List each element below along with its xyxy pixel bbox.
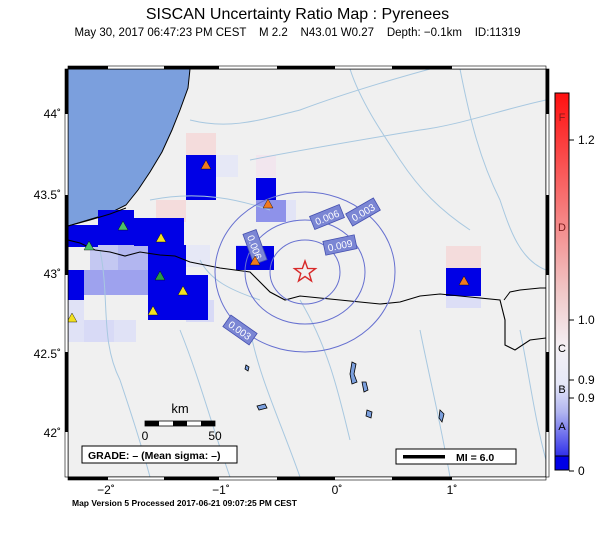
uncertainty-contours [214, 191, 396, 353]
lat-tick-label: 43˚ [44, 267, 61, 281]
mi-label: MI = 6.0 [456, 452, 494, 464]
station-marker [177, 285, 189, 296]
map-title: SISCAN Uncertainty Ratio Map : Pyrenees [145, 6, 450, 23]
contour-labels: 0.003 0.006 0.009 0.006 0.003 [222, 197, 381, 346]
lat-tick-label: 43.5˚ [34, 188, 61, 202]
mi-box: MI = 6.0 [395, 448, 517, 465]
colorbar-value: 1.2 [578, 133, 595, 147]
lat-tick-label: 42˚ [44, 426, 61, 440]
event-info: May 30, 2017 06:47:23 PM CEST M 2.2 N43.… [74, 27, 521, 39]
mediterranean-coast [503, 287, 546, 301]
station-marker [154, 270, 166, 281]
grade-label: GRADE: – (Mean sigma: –) [88, 450, 220, 462]
station-marker [458, 275, 470, 286]
station-marker [83, 240, 95, 251]
station-marker [262, 198, 274, 209]
station-marker [249, 255, 261, 266]
lon-tick-label: −2˚ [97, 483, 115, 497]
colorbar-value: 0 [578, 464, 585, 478]
lon-tick-label: 1˚ [447, 483, 458, 497]
longitude-labels: −2˚ −1˚ 0˚ 1˚ [97, 483, 457, 497]
map-version-footer: Map Version 5 Processed 2017-06-21 09:07… [72, 498, 297, 508]
colorbar: F D C B A 1.2 1.0 0.9 0.9 0 [554, 92, 595, 478]
bay-of-biscay [68, 69, 191, 227]
grade-letter: B [558, 384, 565, 396]
latitude-labels: 44˚ 43.5˚ 43˚ 42.5˚ 42˚ [34, 107, 61, 440]
station-marker [147, 305, 159, 316]
rivers [99, 69, 546, 477]
spain-coast-north [68, 207, 127, 227]
national-border [68, 239, 546, 351]
scale-unit: km [171, 401, 188, 416]
station-marker [68, 312, 78, 323]
scale-right: 50 [208, 429, 222, 443]
grade-letter: D [558, 222, 566, 234]
epicenter-star [292, 258, 318, 283]
colorbar-value: 1.0 [578, 313, 595, 327]
lon-tick-label: 0˚ [332, 483, 343, 497]
station-marker [200, 159, 212, 170]
scale-left: 0 [142, 429, 149, 443]
grade-letter: F [559, 112, 566, 124]
lat-tick-label: 42.5˚ [34, 347, 61, 361]
map-frame [64, 65, 550, 481]
grade-letter: C [558, 343, 566, 355]
lat-tick-label: 44˚ [44, 107, 61, 121]
colorbar-value: 0.9 [578, 391, 595, 405]
lon-tick-label: −1˚ [212, 483, 230, 497]
station-marker [155, 232, 167, 243]
contour-label: 0.009 [327, 238, 354, 254]
grade-box: GRADE: – (Mean sigma: –) [81, 445, 238, 464]
colorbar-value: 0.9 [578, 373, 595, 387]
scale-bar: km 0 50 [142, 401, 222, 443]
seismic-stations [68, 159, 470, 323]
grade-letter: A [558, 421, 566, 433]
station-marker [117, 220, 129, 231]
